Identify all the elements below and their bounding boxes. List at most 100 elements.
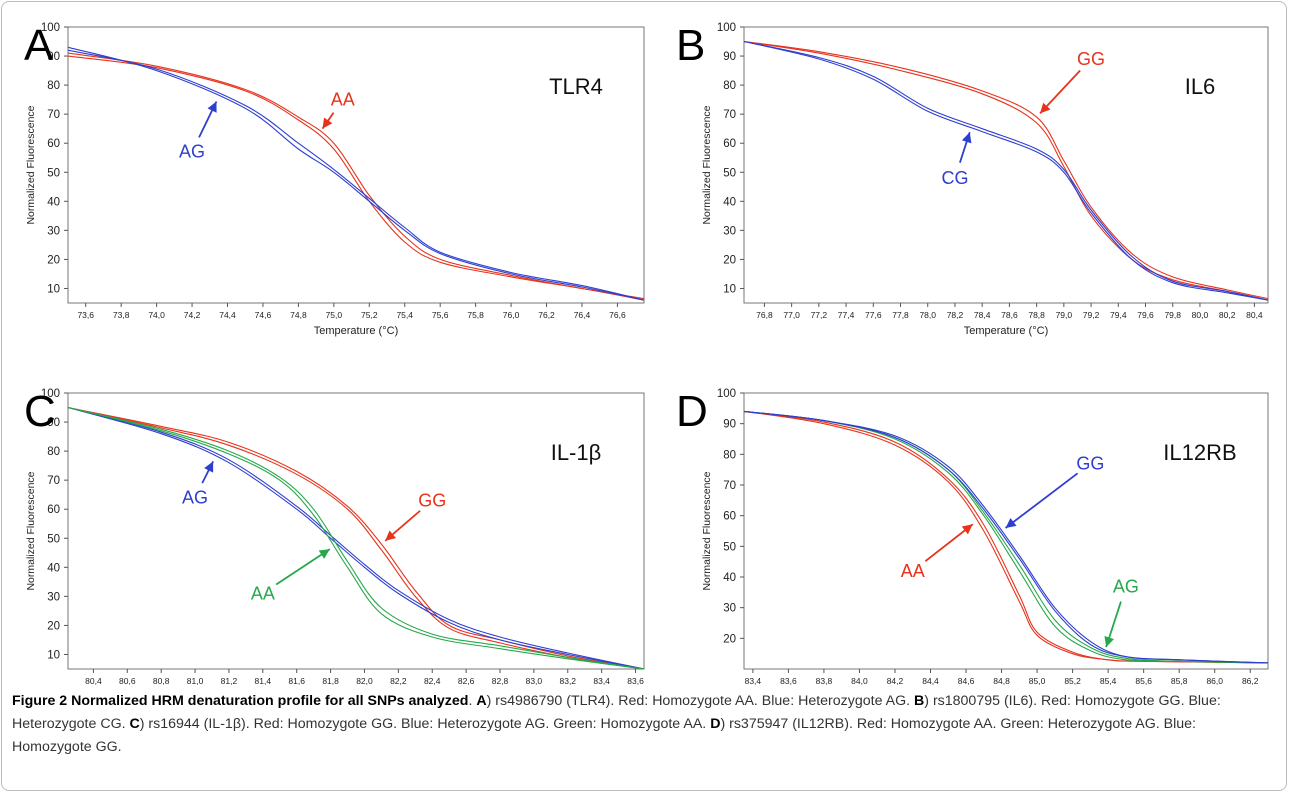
y-axis-label: Normalized Fluorescence bbox=[701, 105, 713, 224]
x-tick-label: 77,0 bbox=[783, 310, 800, 320]
y-axis-label: Normalized Fluorescence bbox=[25, 471, 37, 590]
x-tick-label: 79,2 bbox=[1083, 310, 1100, 320]
y-tick-label: 50 bbox=[47, 167, 60, 179]
x-tick-label: 78,6 bbox=[1001, 310, 1018, 320]
x-tick-label: 76,2 bbox=[538, 310, 555, 320]
x-tick-label: 82,2 bbox=[390, 676, 407, 686]
x-tick-label: 81,4 bbox=[255, 676, 272, 686]
caption-d-text: ) rs375947 (IL12RB). Red: Homozygote AA.… bbox=[12, 716, 1196, 755]
arrow-shaft bbox=[924, 523, 974, 562]
series-line-1 bbox=[743, 410, 1269, 664]
genotype-label-aa: AA bbox=[251, 583, 275, 603]
genotype-label-ag: AG bbox=[182, 487, 208, 507]
genotype-label-gg: GG bbox=[1077, 49, 1105, 69]
gene-title: IL6 bbox=[1185, 74, 1216, 99]
y-tick-label: 100 bbox=[717, 22, 736, 34]
y-tick-label: 70 bbox=[723, 480, 736, 492]
y-tick-label: 20 bbox=[723, 254, 736, 266]
y-tick-label: 20 bbox=[47, 254, 60, 266]
x-tick-label: 84,6 bbox=[958, 676, 975, 686]
x-tick-label: 81,6 bbox=[288, 676, 305, 686]
y-tick-label: 30 bbox=[723, 603, 736, 615]
genotype-label-aa: AA bbox=[331, 89, 355, 109]
series-line-2 bbox=[743, 40, 1269, 301]
x-tick-label: 75,2 bbox=[361, 310, 378, 320]
x-tick-label: 77,2 bbox=[811, 310, 828, 320]
y-tick-label: 20 bbox=[47, 620, 60, 632]
caption-c-label: C bbox=[129, 716, 140, 732]
x-tick-label: 76,4 bbox=[574, 310, 591, 320]
x-tick-label: 76,6 bbox=[609, 310, 626, 320]
x-tick-label: 82,8 bbox=[492, 676, 509, 686]
x-tick-label: 80,2 bbox=[1219, 310, 1236, 320]
series-line-0 bbox=[743, 40, 1269, 301]
panel-label-c: C bbox=[24, 387, 56, 436]
x-tick-label: 75,0 bbox=[326, 310, 343, 320]
x-tick-label: 80,6 bbox=[119, 676, 136, 686]
x-tick-label: 85,0 bbox=[1029, 676, 1046, 686]
caption-c-text: ) rs16944 (IL-1β). Red: Homozygote GG. B… bbox=[139, 716, 707, 732]
caption-title: Figure 2 Normalized HRM denaturation pro… bbox=[12, 693, 469, 709]
x-tick-label: 77,8 bbox=[892, 310, 909, 320]
series-line-1 bbox=[743, 40, 1269, 300]
x-tick-label: 74,0 bbox=[148, 310, 165, 320]
y-tick-label: 80 bbox=[47, 446, 60, 458]
caption-a-text: ) rs4986790 (TLR4). Red: Homozygote AA. … bbox=[486, 693, 911, 709]
y-tick-label: 10 bbox=[47, 649, 60, 661]
x-tick-label: 84,2 bbox=[887, 676, 904, 686]
gene-title: TLR4 bbox=[549, 74, 603, 99]
y-tick-label: 30 bbox=[47, 591, 60, 603]
y-tick-label: 60 bbox=[47, 504, 60, 516]
genotype-label-ag: AG bbox=[179, 142, 205, 162]
genotype-label-gg: GG bbox=[418, 490, 446, 510]
x-tick-label: 83,0 bbox=[526, 676, 543, 686]
y-tick-label: 90 bbox=[723, 419, 736, 431]
x-tick-label: 75,6 bbox=[432, 310, 449, 320]
x-tick-label: 73,6 bbox=[77, 310, 94, 320]
caption-d-label: D bbox=[710, 716, 721, 732]
x-tick-label: 74,6 bbox=[255, 310, 272, 320]
figure-caption: Figure 2 Normalized HRM denaturation pro… bbox=[12, 693, 1221, 755]
x-tick-label: 79,4 bbox=[1110, 310, 1127, 320]
series-line-2 bbox=[743, 410, 1269, 664]
series-line-3 bbox=[67, 49, 645, 301]
x-tick-label: 76,8 bbox=[756, 310, 773, 320]
x-tick-label: 82,0 bbox=[356, 676, 373, 686]
arrow-head bbox=[207, 101, 217, 113]
x-tick-label: 76,0 bbox=[503, 310, 520, 320]
y-tick-label: 40 bbox=[723, 572, 736, 584]
arrow-head bbox=[1005, 517, 1017, 528]
caption-b-label: B bbox=[914, 693, 925, 709]
y-tick-label: 30 bbox=[47, 225, 60, 237]
x-tick-label: 78,0 bbox=[919, 310, 936, 320]
arrow-head bbox=[318, 549, 330, 559]
x-tick-label: 77,4 bbox=[838, 310, 855, 320]
x-axis-label: Temperature (°C) bbox=[314, 325, 398, 337]
series-line-1 bbox=[67, 52, 645, 300]
x-tick-label: 82,4 bbox=[424, 676, 441, 686]
x-tick-label: 84,8 bbox=[993, 676, 1010, 686]
arrow-head bbox=[322, 117, 333, 129]
series-line-4 bbox=[67, 406, 645, 670]
y-tick-label: 80 bbox=[47, 80, 60, 92]
y-axis-label: Normalized Fluorescence bbox=[701, 471, 713, 590]
x-tick-label: 78,8 bbox=[1028, 310, 1045, 320]
arrow-shaft bbox=[275, 548, 331, 586]
x-tick-label: 83,4 bbox=[745, 676, 762, 686]
x-tick-label: 83,6 bbox=[780, 676, 797, 686]
arrow-head bbox=[1104, 636, 1114, 648]
x-tick-label: 85,6 bbox=[1135, 676, 1152, 686]
x-tick-label: 79,8 bbox=[1164, 310, 1181, 320]
y-tick-label: 80 bbox=[723, 449, 736, 461]
series-line-3 bbox=[743, 40, 1269, 301]
genotype-label-aa: AA bbox=[901, 561, 925, 581]
y-tick-label: 10 bbox=[47, 283, 60, 295]
x-tick-label: 86,0 bbox=[1206, 676, 1223, 686]
x-tick-label: 82,6 bbox=[458, 676, 475, 686]
arrow-head bbox=[204, 461, 214, 473]
arrow-head bbox=[961, 524, 973, 535]
series-line-2 bbox=[67, 406, 645, 670]
x-tick-label: 86,2 bbox=[1242, 676, 1259, 686]
y-tick-label: 20 bbox=[723, 633, 736, 645]
x-tick-label: 74,8 bbox=[290, 310, 307, 320]
